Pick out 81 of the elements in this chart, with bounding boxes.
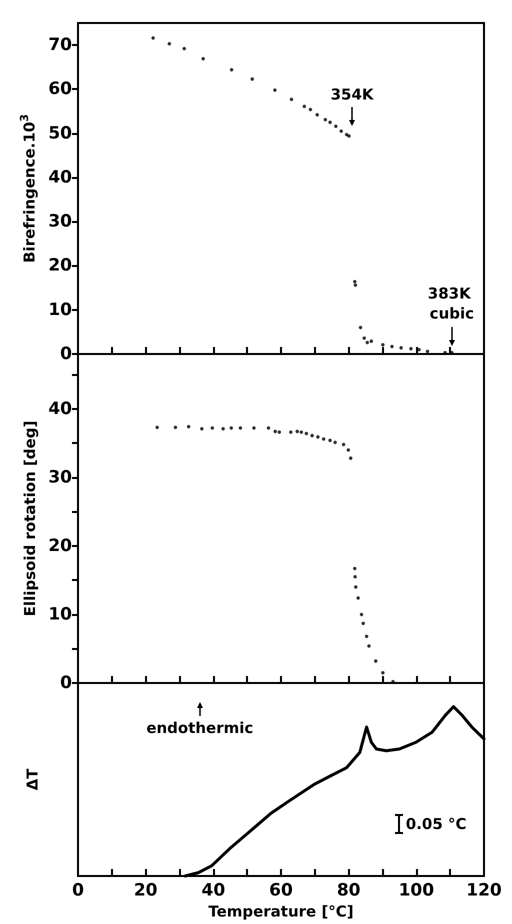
point bbox=[273, 88, 277, 92]
point bbox=[409, 346, 413, 350]
point bbox=[238, 426, 242, 430]
point bbox=[381, 342, 385, 346]
point bbox=[252, 426, 256, 430]
y-tick-label: 0 bbox=[60, 673, 72, 693]
point bbox=[328, 120, 332, 124]
y-tick-label: 30 bbox=[48, 212, 72, 232]
point bbox=[354, 283, 358, 287]
point bbox=[322, 437, 326, 441]
point bbox=[353, 566, 357, 570]
annotation: 0.05 °C bbox=[406, 814, 467, 833]
annotation: 354K bbox=[330, 85, 375, 104]
point bbox=[155, 426, 159, 430]
point bbox=[354, 585, 358, 589]
point bbox=[168, 42, 172, 46]
point bbox=[370, 339, 374, 343]
y-tick-label: 10 bbox=[48, 604, 72, 624]
x-tick-label: 20 bbox=[134, 880, 158, 900]
point bbox=[201, 57, 205, 60]
point bbox=[230, 426, 234, 430]
point bbox=[353, 575, 357, 579]
y-tick-label: 0 bbox=[60, 344, 72, 364]
point bbox=[182, 46, 186, 50]
y-tick-label: 60 bbox=[48, 79, 72, 100]
point bbox=[342, 442, 346, 446]
point bbox=[289, 430, 293, 434]
point bbox=[302, 104, 306, 108]
point bbox=[310, 434, 314, 438]
y-axis-title: ΔT bbox=[24, 768, 42, 790]
point bbox=[316, 435, 320, 439]
point bbox=[300, 430, 304, 434]
point bbox=[361, 622, 365, 626]
point bbox=[186, 424, 190, 428]
annotation: 383K cubic bbox=[428, 284, 476, 323]
point bbox=[328, 438, 332, 442]
point bbox=[374, 659, 378, 663]
y-tick-label: 20 bbox=[48, 256, 72, 276]
point bbox=[334, 124, 338, 128]
y-tick-label: 40 bbox=[48, 398, 72, 419]
point bbox=[381, 670, 385, 674]
point bbox=[333, 440, 337, 444]
point bbox=[426, 350, 430, 354]
point bbox=[348, 456, 352, 460]
point bbox=[274, 430, 277, 434]
x-tick-label: 60 bbox=[269, 880, 293, 900]
y-tick-label: 70 bbox=[48, 35, 72, 56]
point bbox=[230, 68, 234, 72]
y-tick-label: 30 bbox=[48, 467, 72, 488]
point bbox=[295, 430, 299, 434]
point bbox=[221, 426, 225, 430]
point bbox=[304, 432, 308, 436]
point bbox=[278, 430, 282, 434]
point bbox=[151, 36, 155, 40]
point bbox=[356, 596, 360, 600]
point bbox=[324, 118, 328, 122]
x-tick-label: 40 bbox=[201, 880, 226, 900]
y-tick-label: 40 bbox=[48, 167, 72, 188]
point bbox=[364, 634, 368, 638]
x-tick-label: 120 bbox=[466, 880, 502, 900]
point bbox=[362, 336, 366, 340]
point bbox=[174, 426, 178, 430]
y-tick-label: 50 bbox=[48, 123, 72, 144]
point bbox=[315, 113, 319, 117]
point bbox=[200, 426, 204, 430]
x-tick-label: 100 bbox=[398, 880, 434, 900]
point bbox=[210, 426, 214, 430]
point bbox=[366, 340, 370, 344]
point bbox=[353, 280, 357, 284]
annotation: endothermic bbox=[146, 718, 254, 737]
x-tick-label: 80 bbox=[336, 880, 361, 900]
y-axis-title: Ellipsoid rotation [deg] bbox=[20, 420, 39, 616]
point bbox=[399, 346, 403, 350]
y-tick-label: 10 bbox=[48, 300, 72, 320]
point bbox=[339, 129, 343, 133]
x-axis-title: Temperature [°C] bbox=[208, 902, 354, 920]
point bbox=[346, 448, 350, 452]
y-tick-label: 20 bbox=[48, 536, 72, 556]
point bbox=[250, 77, 254, 81]
point bbox=[290, 98, 294, 102]
y-axis-title: Birefringence.103 bbox=[18, 114, 38, 263]
